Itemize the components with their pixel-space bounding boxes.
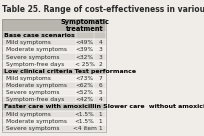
Bar <box>2 53 106 61</box>
Bar <box>2 39 106 46</box>
Text: <4 item: <4 item <box>73 126 97 131</box>
Bar <box>2 32 106 39</box>
Bar <box>2 68 106 75</box>
Text: Symptomatic
treatment: Symptomatic treatment <box>60 19 109 32</box>
Text: 1: 1 <box>98 119 102 124</box>
Text: Symptom-free days: Symptom-free days <box>6 97 64 102</box>
Text: <62%: <62% <box>76 83 94 88</box>
Text: Symptom-free days: Symptom-free days <box>6 62 64 67</box>
Text: Mild symptoms: Mild symptoms <box>6 40 51 45</box>
Text: Base case scenarios: Base case scenarios <box>3 33 74 38</box>
Text: 1: 1 <box>98 126 102 131</box>
Text: 1: 1 <box>98 112 102 117</box>
Text: <52%: <52% <box>76 90 94 95</box>
Bar <box>2 19 106 32</box>
Bar <box>2 103 106 111</box>
Text: Severe symptoms: Severe symptoms <box>6 55 59 60</box>
Text: <32%: <32% <box>76 55 94 60</box>
Text: Moderate symptoms: Moderate symptoms <box>6 83 67 88</box>
Text: <49%: <49% <box>76 40 94 45</box>
Text: <73%: <73% <box>76 76 94 81</box>
Bar <box>2 111 106 118</box>
Text: 4: 4 <box>98 40 102 45</box>
Bar <box>2 118 106 125</box>
Bar <box>2 82 106 89</box>
Text: Severe symptoms: Severe symptoms <box>6 126 59 131</box>
Text: Mild symptoms: Mild symptoms <box>6 76 51 81</box>
Bar <box>2 75 106 82</box>
Bar <box>2 89 106 96</box>
Bar <box>2 61 106 68</box>
Text: 2: 2 <box>98 62 102 67</box>
Text: Low clinical criteria Test performance: Low clinical criteria Test performance <box>3 69 136 74</box>
Text: 5: 5 <box>98 90 102 95</box>
Text: Moderate symptoms: Moderate symptoms <box>6 47 67 52</box>
Text: Severe symptoms: Severe symptoms <box>6 90 59 95</box>
Bar <box>2 46 106 53</box>
Text: <42%: <42% <box>76 97 94 102</box>
Bar <box>2 125 106 132</box>
Text: 7: 7 <box>98 76 102 81</box>
Bar <box>2 96 106 103</box>
Text: Table 25. Range of cost-effectiveness in various scenarios: Table 25. Range of cost-effectiveness in… <box>2 5 204 14</box>
Bar <box>2 19 106 132</box>
Text: 4: 4 <box>98 97 102 102</box>
Text: Moderate symptoms: Moderate symptoms <box>6 119 67 124</box>
Text: 6: 6 <box>98 83 102 88</box>
Text: Faster care with amoxicillin Slower care  without amoxicillin: Faster care with amoxicillin Slower care… <box>3 104 204 109</box>
Text: 3: 3 <box>98 47 102 52</box>
Text: <1.5%: <1.5% <box>75 119 95 124</box>
Text: 3: 3 <box>98 55 102 60</box>
Text: <1.5%: <1.5% <box>75 112 95 117</box>
Text: <39%: <39% <box>76 47 94 52</box>
Text: < 25%: < 25% <box>75 62 95 67</box>
Text: Mild symptoms: Mild symptoms <box>6 112 51 117</box>
